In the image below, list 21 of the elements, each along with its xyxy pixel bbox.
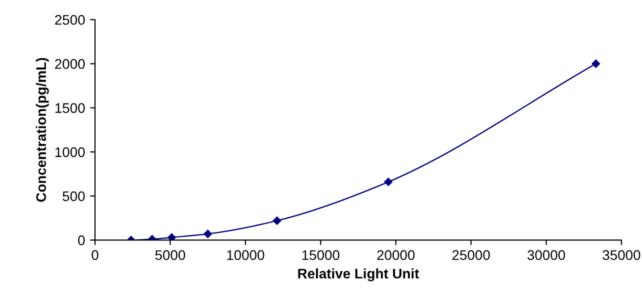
point bbox=[592, 60, 600, 68]
point bbox=[384, 178, 392, 186]
point bbox=[272, 216, 282, 225]
x-tick-label: 25000 bbox=[452, 250, 490, 260]
x-tick-label: 10000 bbox=[227, 250, 264, 260]
x-axis-title: Relative Light Unit bbox=[298, 268, 420, 282]
x-tick-label: 20000 bbox=[377, 250, 415, 260]
y-tick-label: 2500 bbox=[55, 14, 85, 25]
y-tick-label: 2000 bbox=[55, 59, 85, 69]
x-tick-label: 30000 bbox=[527, 250, 566, 260]
y-tick-label: 1500 bbox=[55, 103, 85, 113]
y-tick-label: 0 bbox=[78, 235, 85, 246]
x-tick-label: 5000 bbox=[155, 250, 186, 260]
x-tick-label: 0 bbox=[92, 250, 98, 260]
point bbox=[168, 233, 176, 240]
y-tick-label: 1000 bbox=[55, 147, 85, 158]
x-tick-label: 35000 bbox=[602, 250, 640, 260]
point bbox=[204, 230, 212, 238]
y-tick-label: 500 bbox=[62, 191, 85, 202]
y-axis-title: Concentration(pg/mL) bbox=[36, 58, 49, 202]
x-tick-label: 15000 bbox=[302, 250, 340, 260]
